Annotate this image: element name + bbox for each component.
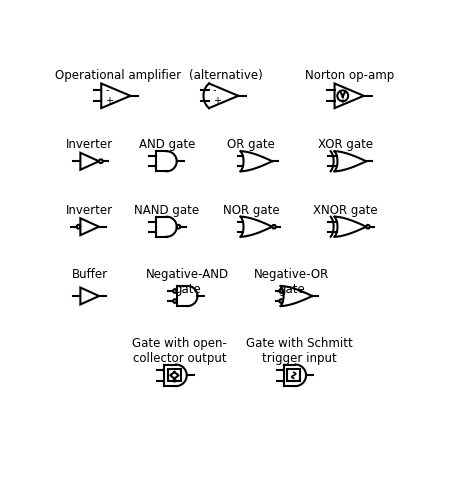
Text: XNOR gate: XNOR gate (313, 204, 378, 217)
Text: XOR gate: XOR gate (318, 138, 373, 151)
Bar (168, 369, 181, 381)
Text: Negative-OR
gate: Negative-OR gate (254, 268, 329, 296)
Text: AND gate: AND gate (138, 138, 195, 151)
Text: Operational amplifier: Operational amplifier (55, 69, 181, 82)
Text: NAND gate: NAND gate (134, 204, 199, 217)
Text: Gate with open-
collector output: Gate with open- collector output (132, 337, 227, 365)
Text: (alternative): (alternative) (189, 69, 263, 82)
Text: +: + (213, 96, 221, 106)
Text: -: - (105, 85, 109, 95)
Text: Inverter: Inverter (66, 138, 113, 151)
Text: -: - (338, 85, 342, 95)
Text: +: + (105, 96, 113, 106)
Text: Buffer: Buffer (72, 268, 108, 281)
Text: OR gate: OR gate (228, 138, 275, 151)
Bar (287, 369, 300, 381)
Text: -: - (213, 85, 217, 95)
Text: Negative-AND
gate: Negative-AND gate (146, 268, 229, 296)
Text: +: + (338, 96, 346, 106)
Text: NOR gate: NOR gate (223, 204, 280, 217)
Text: Norton op-amp: Norton op-amp (305, 69, 394, 82)
Text: Gate with Schmitt
trigger input: Gate with Schmitt trigger input (246, 337, 353, 365)
Text: Inverter: Inverter (66, 204, 113, 217)
